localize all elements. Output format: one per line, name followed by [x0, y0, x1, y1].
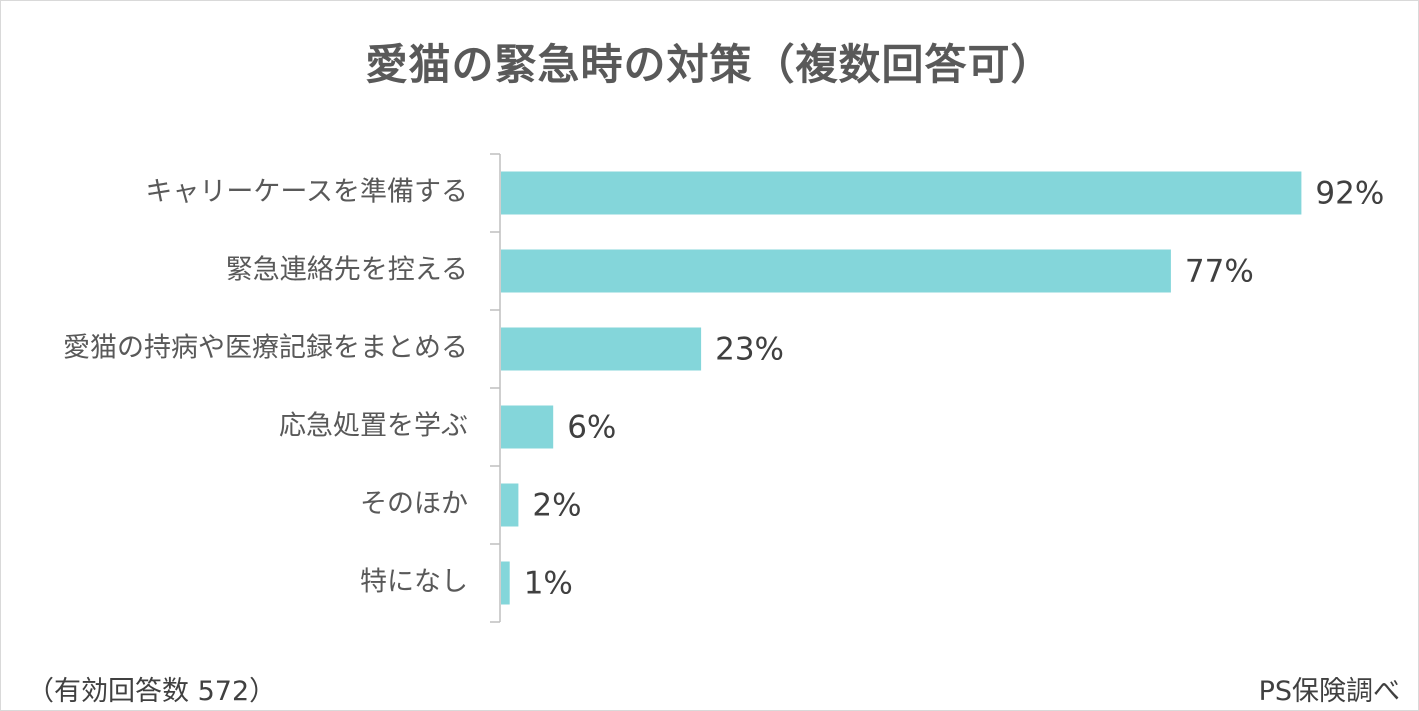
category-label: 緊急連絡先を控える — [226, 255, 468, 286]
source-note: PS保険調べ — [1258, 676, 1400, 707]
chart-title: 愛猫の緊急時の対策（複数回答可） — [365, 40, 1054, 89]
value-label: 77% — [1185, 254, 1254, 290]
value-label: 6% — [567, 410, 616, 446]
bar — [501, 327, 702, 371]
respondent-count-note: （有効回答数 572） — [27, 676, 277, 707]
category-label: 応急処置を学ぶ — [279, 411, 468, 442]
value-label: 23% — [715, 332, 784, 368]
category-label: そのほか — [360, 489, 468, 520]
bar — [501, 171, 1302, 215]
value-label: 1% — [524, 566, 573, 602]
category-label: キャリーケースを準備する — [145, 177, 468, 208]
bar — [501, 483, 519, 527]
bar — [501, 405, 554, 449]
category-label: 愛猫の持病や医療記録をまとめる — [63, 333, 468, 364]
value-label: 2% — [532, 488, 581, 524]
value-label: 92% — [1315, 176, 1384, 212]
category-label: 特になし — [360, 567, 468, 598]
bar — [501, 561, 510, 605]
bar — [501, 249, 1171, 293]
